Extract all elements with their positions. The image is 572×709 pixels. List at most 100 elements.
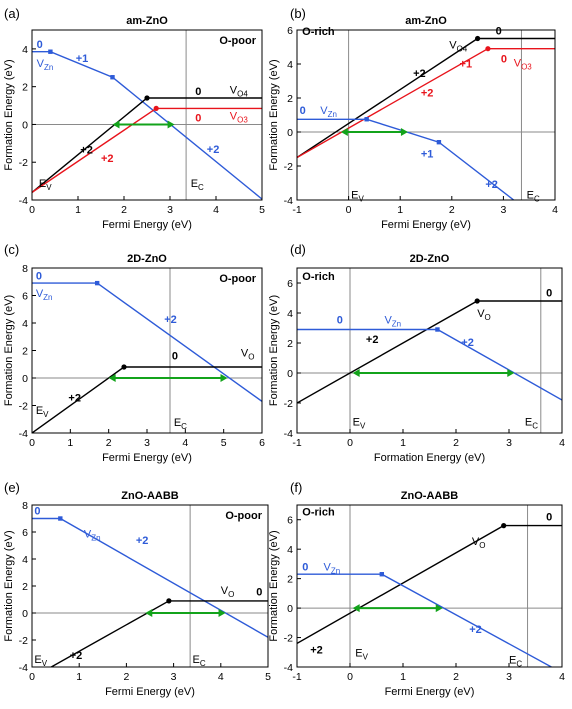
annotation-label: VZn bbox=[36, 288, 53, 302]
gap-arrow-head-right bbox=[220, 374, 228, 382]
transition-marker bbox=[94, 280, 100, 286]
y-tick-label: -2 bbox=[284, 398, 293, 410]
annotation-label: +2 bbox=[207, 144, 220, 156]
y-tick-label: 2 bbox=[287, 574, 293, 586]
panel-label: (f) bbox=[290, 480, 302, 495]
annotation-label: VZn bbox=[384, 315, 401, 329]
axes-frame bbox=[31, 504, 269, 668]
panel-label: (e) bbox=[4, 480, 20, 495]
y-tick-label: 6 bbox=[287, 278, 293, 290]
series-line-vzn bbox=[32, 282, 262, 402]
annotation-label: VO bbox=[221, 585, 235, 599]
x-tick-label: 5 bbox=[221, 437, 227, 449]
transition-marker bbox=[58, 516, 63, 521]
annotation-label: O-rich bbox=[302, 26, 335, 38]
x-tick-label: 0 bbox=[29, 671, 35, 683]
series-line-vo3 bbox=[32, 107, 262, 193]
axes-frame bbox=[31, 29, 263, 201]
y-tick-label: -2 bbox=[19, 635, 28, 647]
y-tick-label: -4 bbox=[19, 662, 28, 674]
x-tick-label: 5 bbox=[259, 204, 265, 216]
annotation-label: EC bbox=[192, 654, 205, 668]
annotation-label: EV bbox=[39, 178, 52, 192]
transition-marker bbox=[110, 75, 115, 80]
y-axis-label: Formation Energy (eV) bbox=[268, 295, 280, 406]
x-tick-label: 0 bbox=[347, 671, 353, 683]
x-tick-label: 1 bbox=[400, 671, 406, 683]
transition-marker bbox=[121, 364, 127, 370]
annotation-label: EV bbox=[36, 405, 49, 419]
panel-f: (f) ZnO-AABB O-rich 0 VO 0 VZn +2 +2 EV EC -1 0 1 2 3 4 -… bbox=[268, 480, 565, 698]
series-line-vo4 bbox=[32, 97, 262, 193]
y-tick-label: 0 bbox=[22, 373, 28, 385]
annotation-label: 0 bbox=[546, 511, 552, 523]
annotation-label: VZn bbox=[37, 58, 54, 72]
transition-marker bbox=[501, 523, 507, 529]
gap-arrow-head-right bbox=[435, 604, 443, 613]
y-tick-label: 0 bbox=[22, 119, 28, 131]
gap-arrow-head-right bbox=[400, 128, 408, 136]
gap-arrow-head-left bbox=[145, 609, 153, 617]
y-tick-label: 0 bbox=[22, 608, 28, 620]
transition-marker bbox=[436, 140, 442, 145]
y-tick-label: 8 bbox=[22, 500, 28, 512]
annotation-label: EC bbox=[525, 417, 538, 431]
annotation-label: +2 bbox=[101, 153, 114, 165]
plot-area bbox=[32, 49, 262, 200]
transition-marker bbox=[474, 298, 480, 304]
x-tick-label: 0 bbox=[346, 204, 352, 216]
x-axis-label: Fermi Energy (eV) bbox=[102, 452, 192, 464]
y-tick-label: 4 bbox=[287, 308, 293, 320]
annotation-label: 0 bbox=[256, 586, 262, 598]
transition-marker bbox=[48, 49, 53, 54]
annotation-label: +2 bbox=[136, 535, 149, 547]
x-tick-label: 0 bbox=[347, 437, 353, 449]
y-tick-label: 6 bbox=[287, 515, 293, 527]
annotation-label: EC bbox=[527, 189, 540, 203]
annotation-label: +1 bbox=[421, 149, 434, 161]
transition-marker bbox=[379, 572, 384, 577]
annotation-label: VZn bbox=[324, 562, 341, 576]
annotation-label: EV bbox=[353, 417, 366, 431]
panel-title: ZnO-AABB bbox=[401, 490, 458, 502]
annotation-label: EC bbox=[191, 178, 204, 192]
plot-area bbox=[32, 280, 262, 433]
panel-label: (c) bbox=[4, 242, 19, 257]
y-tick-label: -4 bbox=[19, 428, 28, 440]
annotation-label: 0 bbox=[496, 25, 502, 37]
x-tick-label: 3 bbox=[506, 671, 512, 683]
annotation-label: EV bbox=[351, 189, 364, 203]
y-tick-label: -4 bbox=[284, 195, 293, 207]
y-tick-label: -2 bbox=[284, 633, 293, 645]
gap-arrow-head-right bbox=[167, 120, 175, 129]
x-tick-label: 4 bbox=[218, 671, 224, 683]
annotation-label: +2 bbox=[164, 314, 177, 326]
annotation-label: VO bbox=[472, 536, 486, 550]
annotation-label: +2 bbox=[366, 334, 379, 346]
y-tick-label: 0 bbox=[287, 368, 293, 380]
annotation-label: 0 bbox=[337, 315, 343, 327]
annotation-label: +1 bbox=[460, 58, 473, 70]
annotation-label: 0 bbox=[37, 39, 43, 51]
panel-c: (c) 2D-ZnO O-poor 0 VZn +2 0 VO +2 EV EC 0 1 2 3 4 5 6 -4 -… bbox=[3, 242, 265, 464]
x-tick-label: 4 bbox=[559, 437, 565, 449]
panel-a: (a) am-ZnO O-poor 0 VZn +1 0 VO4 0 VO3 +2 +2 +2 EV EC 0… bbox=[3, 6, 265, 231]
y-tick-label: 4 bbox=[287, 59, 293, 71]
series-line-vzn bbox=[297, 328, 562, 401]
panel-label: (b) bbox=[290, 6, 306, 21]
x-tick-label: 1 bbox=[75, 204, 81, 216]
annotation-label: +2 bbox=[70, 650, 83, 662]
annotation-label: +2 bbox=[469, 624, 482, 636]
x-tick-label: -1 bbox=[292, 204, 301, 216]
x-tick-label: 1 bbox=[397, 204, 403, 216]
x-axis-label: Formation Energy (eV) bbox=[374, 452, 485, 464]
annotation-label: 0 bbox=[195, 113, 201, 125]
annotation-label: O-rich bbox=[302, 506, 335, 518]
panel-title: 2D-ZnO bbox=[127, 253, 167, 265]
y-tick-label: 2 bbox=[22, 581, 28, 593]
panel-d: (d) 2D-ZnO O-rich 0 VO 0 VZn +2 +2 EV EC -1 0 1 2 3 4 -4 -… bbox=[268, 242, 565, 464]
y-tick-label: -4 bbox=[284, 662, 293, 674]
annotation-label: 0 bbox=[172, 350, 178, 362]
x-tick-label: 3 bbox=[167, 204, 173, 216]
